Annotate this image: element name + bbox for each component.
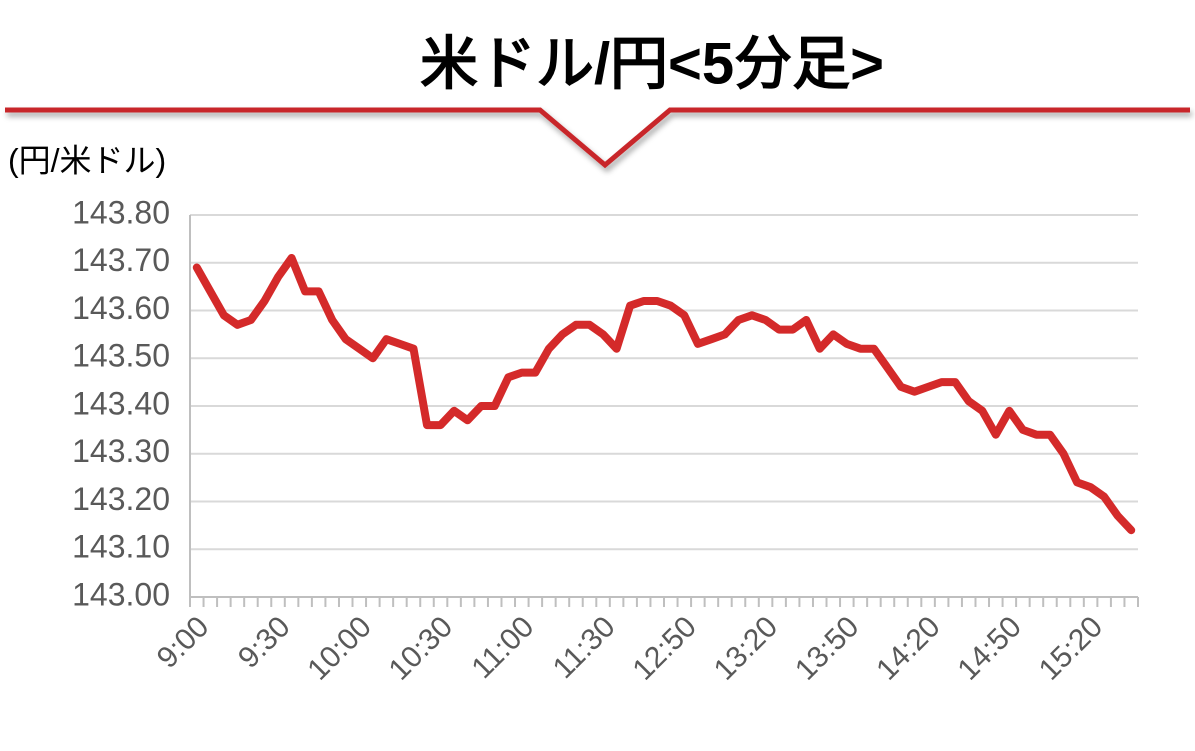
y-tick-label: 143.80 (72, 194, 170, 230)
x-tick-label: 10:30 (383, 610, 459, 686)
x-tick-label: 9:30 (232, 610, 297, 675)
x-tick-label: 12:50 (626, 610, 702, 686)
y-tick-label: 143.40 (72, 385, 170, 421)
x-tick-label: 13:20 (708, 610, 784, 686)
y-tick-label: 143.50 (72, 338, 170, 374)
y-tick-label: 143.00 (72, 576, 170, 612)
x-tick-label: 14:50 (951, 610, 1027, 686)
x-tick-label: 11:00 (465, 610, 540, 685)
y-tick-label: 143.30 (72, 433, 170, 469)
x-tick-label: 10:00 (301, 610, 377, 686)
x-tick-label: 9:00 (151, 610, 216, 675)
y-tick-label: 143.10 (72, 529, 170, 565)
y-tick-label: 143.70 (72, 242, 170, 278)
x-tick-label: 14:20 (870, 610, 946, 686)
x-tick-label: 15:20 (1033, 610, 1109, 686)
x-tick-label: 13:50 (789, 610, 865, 686)
y-axis-label: (円/米ドル) (8, 142, 166, 178)
y-tick-label: 143.20 (72, 481, 170, 517)
chart-title: 米ドル/円<5分足> (420, 31, 884, 96)
y-tick-label: 143.60 (72, 290, 170, 326)
x-tick-label: 11:30 (547, 610, 622, 685)
data-line (192, 254, 1136, 535)
title-underline (5, 107, 1190, 169)
